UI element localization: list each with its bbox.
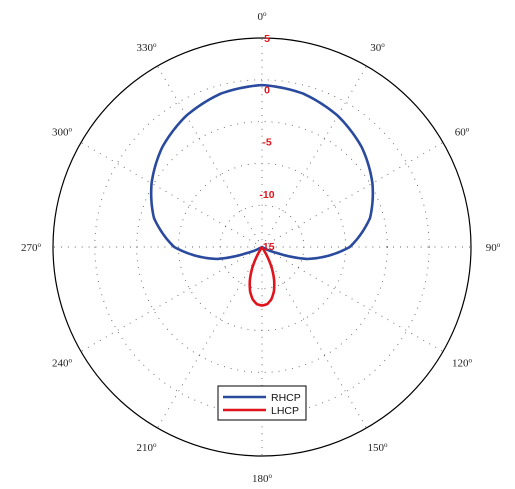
legend-box — [217, 385, 307, 421]
radial-tick-label: -15 — [259, 241, 274, 253]
grid-spoke — [157, 65, 263, 248]
angle-tick-label: 0o — [258, 10, 268, 23]
angle-tick-label: 210o — [137, 441, 158, 454]
legend: RHCP LHCP — [217, 385, 307, 421]
angle-tick-label: 30o — [370, 41, 385, 54]
angle-tick-label: 270o — [21, 241, 42, 254]
legend-label-rhcp: RHCP — [271, 392, 301, 404]
grid-spoke — [261, 65, 367, 248]
grid-spoke — [261, 246, 367, 429]
grid-circle — [136, 121, 388, 373]
radial-tick-label: 0 — [264, 84, 270, 96]
angle-tick-label: 330o — [137, 41, 158, 54]
grid-spoke — [157, 246, 263, 429]
angle-tick-label: 300o — [52, 126, 73, 139]
radial-tick-label: -5 — [262, 137, 271, 149]
radial-tick-label: -10 — [259, 189, 274, 201]
angle-tick-label: 240o — [52, 357, 73, 370]
angle-tick-label: 150o — [368, 441, 389, 454]
legend-label-lhcp: LHCP — [271, 405, 299, 417]
angle-tick-label: 60o — [455, 126, 470, 139]
angle-tick-label: 90o — [486, 241, 501, 254]
series-layer — [149, 83, 375, 307]
grid-spoke — [80, 246, 263, 352]
series-line-lhcp — [248, 246, 276, 307]
grid-spoke — [80, 142, 263, 248]
grid-spoke — [261, 246, 444, 352]
angle-tick-label: 120o — [452, 357, 473, 370]
radial-tick-label: 5 — [264, 33, 270, 45]
angle-tick-label: 180o — [252, 472, 273, 485]
grid-spoke — [261, 142, 444, 248]
label-layer: 0o 30o 60o 90o 120o 150o 180o 210o 240o 270o 300o 3… — [21, 10, 501, 485]
